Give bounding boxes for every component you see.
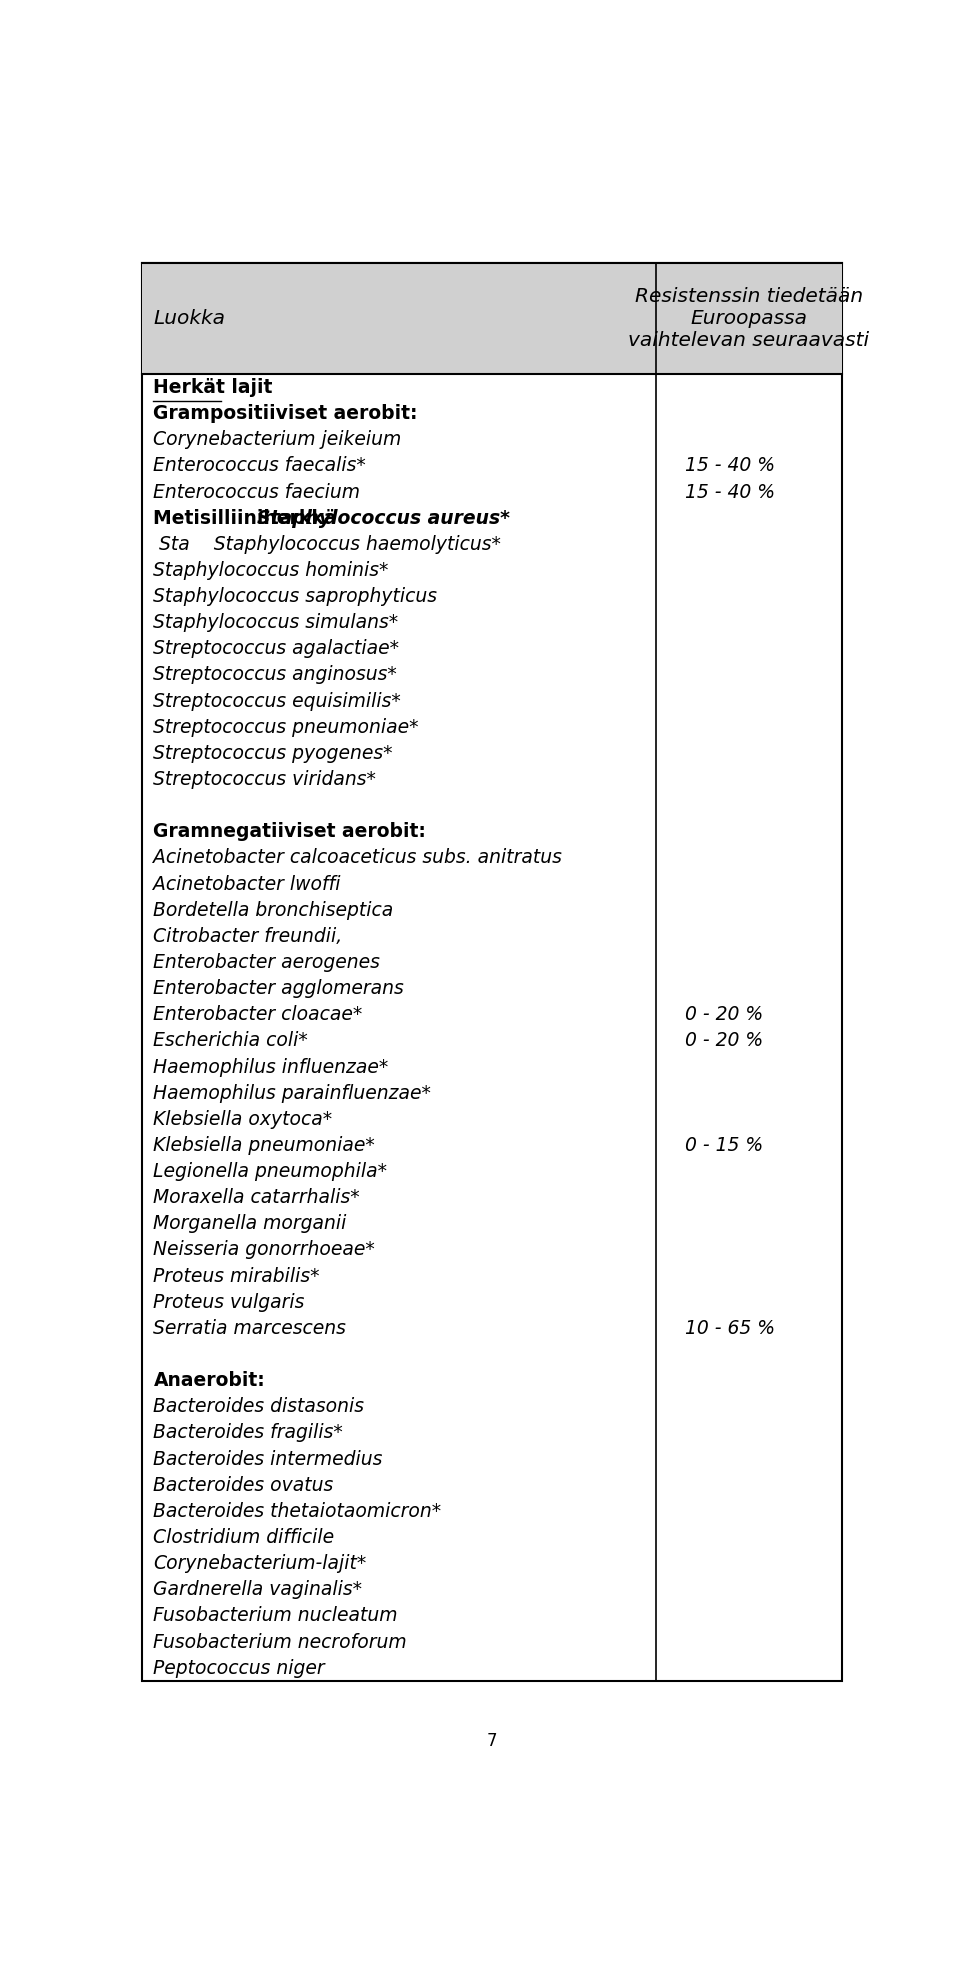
Text: 0 - 20 %: 0 - 20 % — [685, 1005, 764, 1025]
Text: Proteus mirabilis*: Proteus mirabilis* — [154, 1266, 320, 1286]
Text: Bordetella bronchiseptica: Bordetella bronchiseptica — [154, 900, 394, 920]
Text: Bacteroides intermedius: Bacteroides intermedius — [154, 1450, 383, 1468]
Text: Enterococcus faecalis*: Enterococcus faecalis* — [154, 457, 366, 475]
Text: Acinetobacter calcoaceticus subs. anitratus: Acinetobacter calcoaceticus subs. anitra… — [154, 849, 563, 868]
Text: Enterobacter agglomerans: Enterobacter agglomerans — [154, 979, 404, 999]
Text: Streptococcus agalactiae*: Streptococcus agalactiae* — [154, 639, 399, 659]
Text: 10 - 65 %: 10 - 65 % — [685, 1319, 776, 1337]
Text: Haemophilus influenzae*: Haemophilus influenzae* — [154, 1058, 389, 1076]
Text: Sta    Staphylococcus haemolyticus*: Sta Staphylococcus haemolyticus* — [154, 534, 501, 554]
Text: 7: 7 — [487, 1731, 497, 1751]
Text: Streptococcus pyogenes*: Streptococcus pyogenes* — [154, 744, 393, 764]
Text: Staphylococcus saprophyticus: Staphylococcus saprophyticus — [154, 587, 438, 605]
Text: Herkät lajit: Herkät lajit — [154, 378, 273, 398]
FancyBboxPatch shape — [142, 263, 842, 374]
Text: Citrobacter freundii,: Citrobacter freundii, — [154, 928, 343, 945]
Text: Staphylococcus hominis*: Staphylococcus hominis* — [154, 562, 389, 580]
Text: 15 - 40 %: 15 - 40 % — [685, 457, 776, 475]
Text: Peptococcus niger: Peptococcus niger — [154, 1660, 325, 1677]
Text: 0 - 15 %: 0 - 15 % — [685, 1135, 764, 1155]
Text: Klebsiella pneumoniae*: Klebsiella pneumoniae* — [154, 1135, 375, 1155]
Text: Enterobacter cloacae*: Enterobacter cloacae* — [154, 1005, 363, 1025]
FancyBboxPatch shape — [142, 263, 842, 1681]
Text: 0 - 20 %: 0 - 20 % — [685, 1031, 764, 1050]
Text: Corynebacterium jeikeium: Corynebacterium jeikeium — [154, 431, 401, 449]
Text: Bacteroides thetaiotaomicron*: Bacteroides thetaiotaomicron* — [154, 1501, 442, 1521]
Text: Enterococcus faecium: Enterococcus faecium — [154, 483, 361, 502]
Text: Gardnerella vaginalis*: Gardnerella vaginalis* — [154, 1580, 363, 1600]
Text: Staphylococcus simulans*: Staphylococcus simulans* — [154, 613, 398, 633]
Text: Bacteroides ovatus: Bacteroides ovatus — [154, 1476, 334, 1495]
Text: Streptococcus anginosus*: Streptococcus anginosus* — [154, 665, 397, 684]
Text: Klebsiella oxytoca*: Klebsiella oxytoca* — [154, 1110, 332, 1129]
Text: Morganella morganii: Morganella morganii — [154, 1214, 347, 1234]
Text: Streptococcus equisimilis*: Streptococcus equisimilis* — [154, 692, 401, 710]
Text: Corynebacterium-lajit*: Corynebacterium-lajit* — [154, 1555, 367, 1573]
Text: Bacteroides fragilis*: Bacteroides fragilis* — [154, 1424, 344, 1442]
Text: Streptococcus pneumoniae*: Streptococcus pneumoniae* — [154, 718, 419, 736]
Text: 15 - 40 %: 15 - 40 % — [685, 483, 776, 502]
Text: Proteus vulgaris: Proteus vulgaris — [154, 1294, 305, 1311]
Text: Grampositiiviset aerobit:: Grampositiiviset aerobit: — [154, 404, 418, 423]
Text: Neisseria gonorrhoeae*: Neisseria gonorrhoeae* — [154, 1240, 375, 1260]
Text: Acinetobacter lwoffi: Acinetobacter lwoffi — [154, 874, 341, 894]
Text: Streptococcus viridans*: Streptococcus viridans* — [154, 769, 376, 789]
Text: Luokka: Luokka — [154, 309, 226, 328]
Text: Serratia marcescens: Serratia marcescens — [154, 1319, 347, 1337]
Text: Haemophilus parainfluenzae*: Haemophilus parainfluenzae* — [154, 1084, 431, 1102]
Text: Legionella pneumophila*: Legionella pneumophila* — [154, 1161, 388, 1181]
Text: Bacteroides distasonis: Bacteroides distasonis — [154, 1396, 365, 1416]
Text: Staphylococcus aureus*: Staphylococcus aureus* — [256, 508, 510, 528]
Text: Fusobacterium necroforum: Fusobacterium necroforum — [154, 1632, 407, 1652]
Text: Escherichia coli*: Escherichia coli* — [154, 1031, 308, 1050]
Text: Metisilliiniherkkä: Metisilliiniherkkä — [154, 508, 344, 528]
Text: Moraxella catarrhalis*: Moraxella catarrhalis* — [154, 1189, 360, 1207]
Text: Enterobacter aerogenes: Enterobacter aerogenes — [154, 953, 380, 971]
Text: Gramnegatiiviset aerobit:: Gramnegatiiviset aerobit: — [154, 823, 426, 841]
Text: Fusobacterium nucleatum: Fusobacterium nucleatum — [154, 1606, 398, 1626]
Text: Resistenssin tiedetään
Euroopassa
vaihtelevan seuraavasti: Resistenssin tiedetään Euroopassa vaihte… — [628, 287, 869, 350]
Text: Clostridium difficile: Clostridium difficile — [154, 1527, 335, 1547]
Text: Anaerobit:: Anaerobit: — [154, 1371, 265, 1391]
